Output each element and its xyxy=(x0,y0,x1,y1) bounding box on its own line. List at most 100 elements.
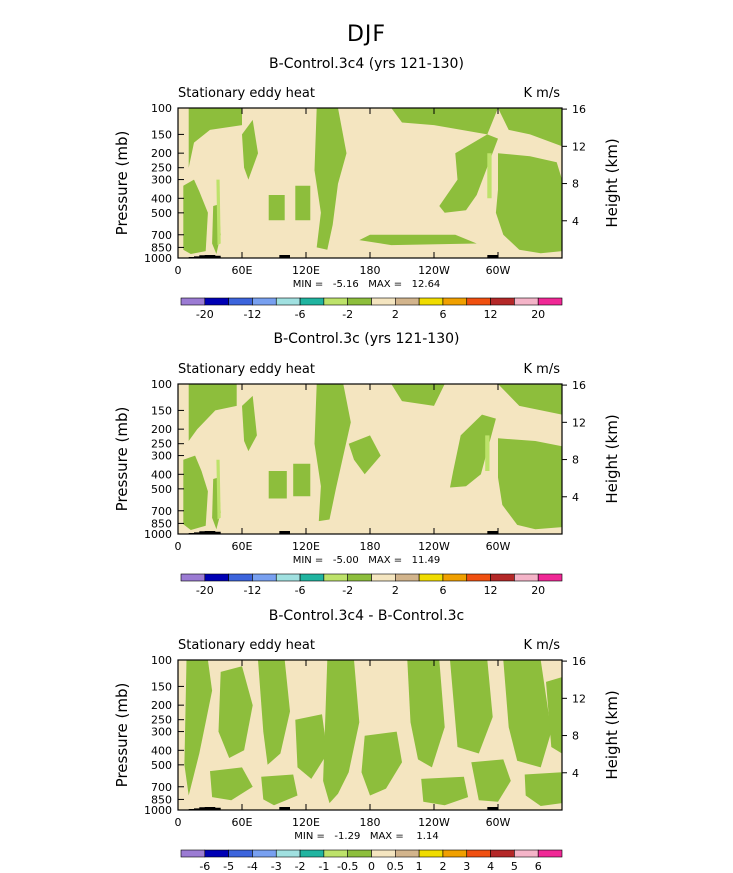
lon-tick-label: 180 xyxy=(360,264,381,277)
colorbar-label: 2 xyxy=(392,584,399,597)
contour-region xyxy=(216,179,221,246)
pressure-tick-label: 700 xyxy=(151,781,172,794)
colorbar-swatch xyxy=(299,849,325,858)
topography xyxy=(188,255,221,258)
contour-region xyxy=(348,435,381,475)
pressure-tick-label: 200 xyxy=(151,699,172,712)
pressure-tick-label: 250 xyxy=(151,162,172,175)
colorbar-swatch xyxy=(299,573,325,582)
panel-3: B-Control.3c4 - B-Control.3c Stationary e… xyxy=(113,608,621,873)
pressure-tick-label: 400 xyxy=(151,744,172,757)
field-label: Stationary eddy heat xyxy=(178,638,315,653)
panel-title: B-Control.3c4 - B-Control.3c xyxy=(269,608,465,624)
colorbar-swatch xyxy=(252,573,277,582)
lon-tick-label: 120W xyxy=(418,816,450,829)
lon-tick-label: 0 xyxy=(175,264,182,277)
contour-region xyxy=(295,714,328,779)
colorbar-label: 2 xyxy=(392,308,399,321)
y-axis-label-left: Pressure (mb) xyxy=(113,407,131,512)
colorbar-label: 12 xyxy=(484,584,498,597)
colorbar-swatch xyxy=(490,297,515,306)
contour-region xyxy=(391,108,498,135)
colorbar-swatch xyxy=(204,297,229,306)
colorbar-label: 5 xyxy=(511,860,518,873)
colorbar-swatch xyxy=(347,849,372,858)
pressure-tick-label: 700 xyxy=(151,505,172,518)
min-max-label: MIN = -1.29 MAX = 1.14 xyxy=(294,831,438,842)
contour-region xyxy=(216,459,221,520)
pressure-tick-label: 850 xyxy=(151,241,172,254)
colorbar-swatch xyxy=(418,297,444,306)
colorbar-swatch xyxy=(180,297,206,306)
contour-region xyxy=(359,234,477,246)
colorbar-label: 6 xyxy=(439,308,446,321)
pressure-tick-label: 300 xyxy=(151,726,172,739)
contour-region xyxy=(503,660,552,768)
contour-region xyxy=(314,108,347,250)
contour-region xyxy=(495,153,562,254)
y-axis-label-right: Height (km) xyxy=(603,414,621,503)
y-axis-label-right: Height (km) xyxy=(603,138,621,227)
colorbar-swatch xyxy=(490,849,515,858)
topography xyxy=(487,531,498,534)
topography xyxy=(279,807,290,810)
pressure-tick-label: 1000 xyxy=(144,252,172,265)
height-tick-label: 12 xyxy=(572,692,586,705)
colorbar-label: 6 xyxy=(439,584,446,597)
contour-region xyxy=(450,660,493,754)
pressure-tick-label: 100 xyxy=(151,654,172,667)
height-tick-label: 8 xyxy=(572,178,579,191)
contour-region xyxy=(314,384,351,522)
colorbar-swatch xyxy=(514,573,539,582)
height-tick-label: 12 xyxy=(572,140,586,153)
colorbar-swatch xyxy=(466,297,491,306)
contour-region xyxy=(471,759,511,802)
lon-tick-label: 180 xyxy=(360,540,381,553)
colorbar-swatch xyxy=(228,573,253,582)
pressure-tick-label: 150 xyxy=(151,128,172,141)
pressure-tick-label: 100 xyxy=(151,378,172,391)
colorbar-label: -2 xyxy=(342,584,353,597)
pressure-tick-label: 850 xyxy=(151,517,172,530)
contour-region xyxy=(188,108,242,168)
pressure-tick-label: 250 xyxy=(151,438,172,451)
height-tick-label: 8 xyxy=(572,730,579,743)
colorbar-swatch xyxy=(418,573,444,582)
colorbar-swatch xyxy=(442,297,468,306)
contour-region xyxy=(439,134,498,213)
lon-tick-label: 60W xyxy=(486,540,511,553)
colorbar-swatch xyxy=(371,849,396,858)
colorbar-label: 2 xyxy=(439,860,446,873)
topography xyxy=(279,531,290,534)
colorbar-swatch xyxy=(252,297,277,306)
colorbar-swatch xyxy=(442,573,468,582)
colorbar-swatch xyxy=(395,297,420,306)
colorbar-swatch xyxy=(490,573,515,582)
colorbar-label: 1 xyxy=(416,860,423,873)
contour-region xyxy=(421,776,469,806)
height-tick-label: 4 xyxy=(572,491,579,504)
colorbar-label: 0 xyxy=(368,860,375,873)
colorbar-swatch xyxy=(252,849,277,858)
contour-region xyxy=(498,438,562,530)
pressure-tick-label: 150 xyxy=(151,404,172,417)
height-tick-label: 4 xyxy=(572,215,579,228)
units-label: K m/s xyxy=(524,86,561,101)
colorbar-label: -4 xyxy=(247,860,258,873)
contour-region xyxy=(407,660,445,768)
contour-region xyxy=(183,455,208,530)
lon-tick-label: 60W xyxy=(486,264,511,277)
contour-region xyxy=(210,767,253,801)
colorbar-swatch xyxy=(442,849,468,858)
contour-region xyxy=(268,471,287,499)
pressure-tick-label: 200 xyxy=(151,147,172,160)
colorbar-swatch xyxy=(395,573,420,582)
pressure-tick-label: 200 xyxy=(151,423,172,436)
colorbar-label: -6 xyxy=(295,584,306,597)
lon-tick-label: 0 xyxy=(175,540,182,553)
contour-region xyxy=(485,435,490,471)
colorbar-label: 20 xyxy=(531,308,545,321)
height-tick-label: 12 xyxy=(572,416,586,429)
height-tick-label: 8 xyxy=(572,454,579,467)
